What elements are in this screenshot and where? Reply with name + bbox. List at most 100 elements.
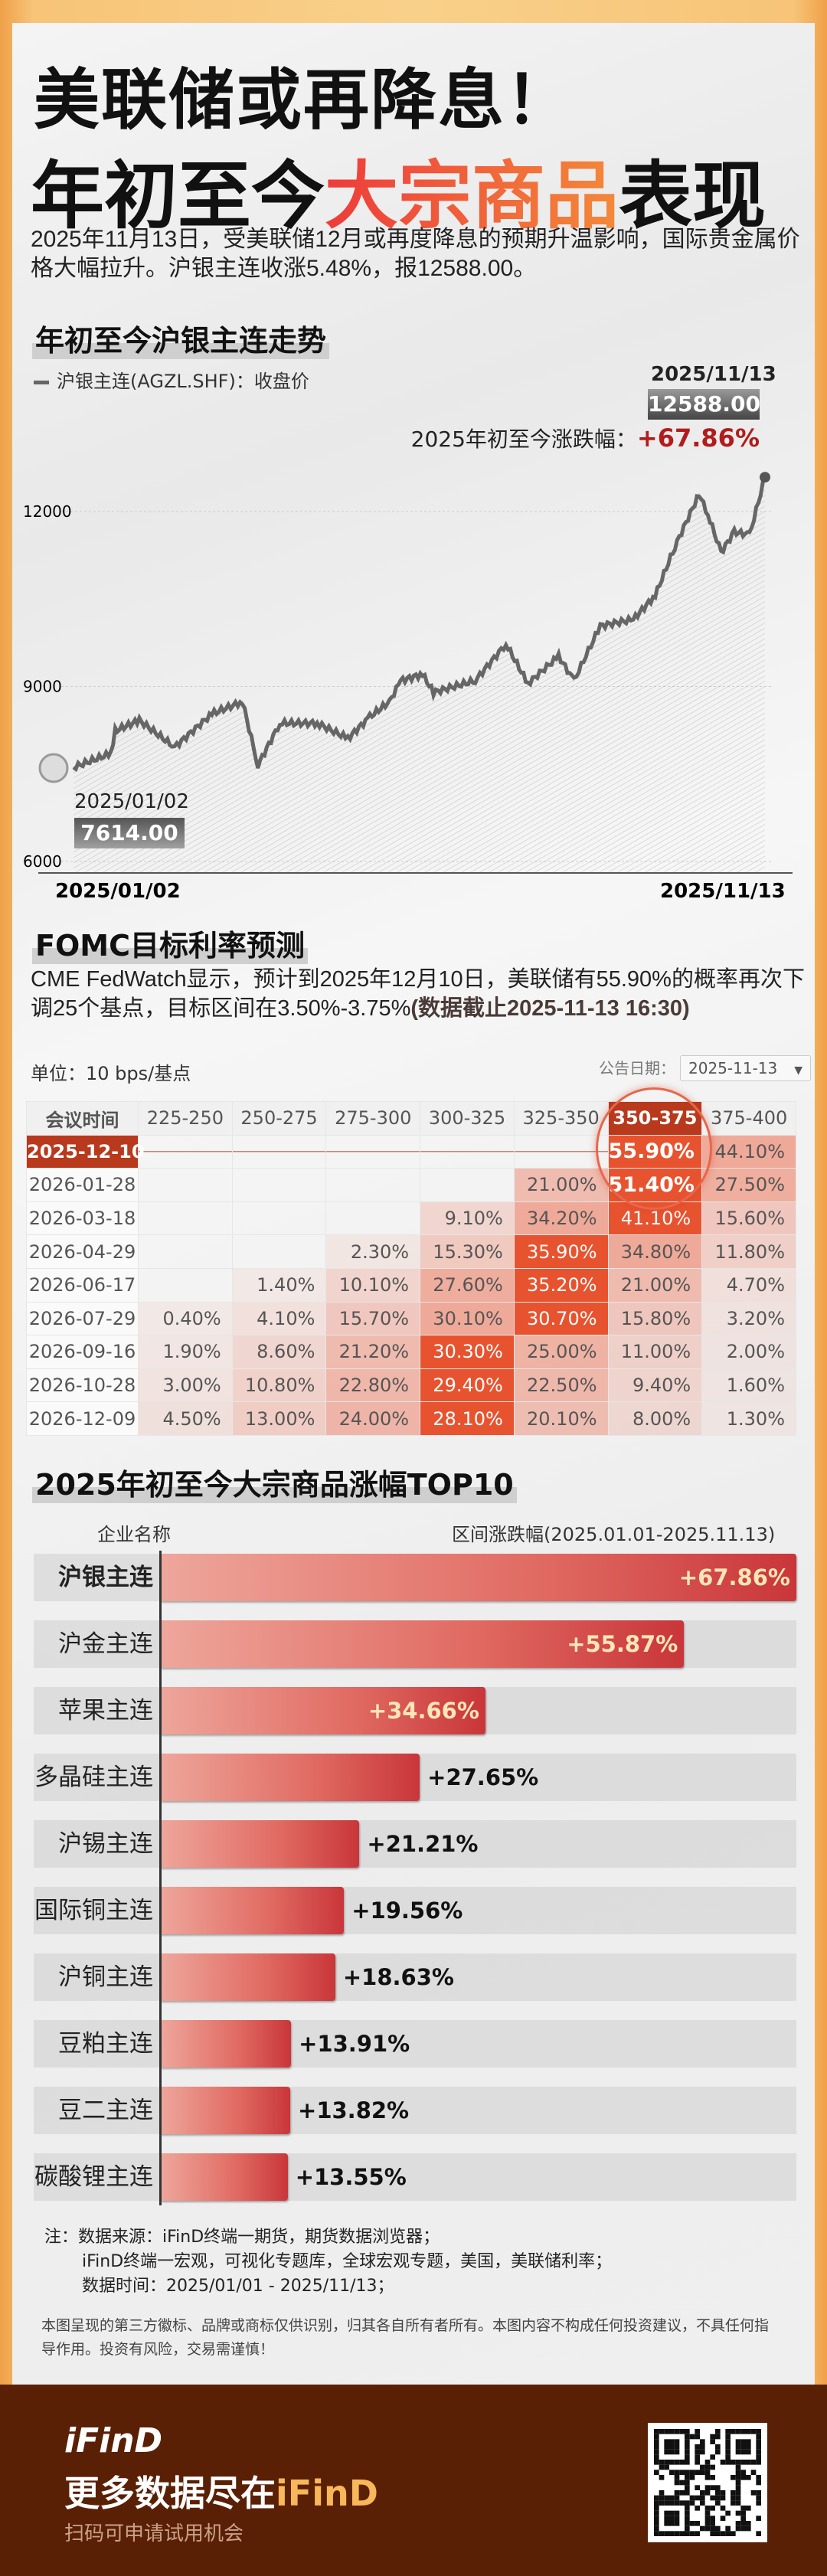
bar-value-label: +19.56% [351, 1898, 463, 1924]
probability-cell [420, 1134, 515, 1169]
column-header: 325-350 [513, 1101, 609, 1136]
bar-value-label: +13.82% [298, 2097, 410, 2123]
probability-cell: 30.30% [420, 1335, 515, 1369]
probability-cell: 11.80% [701, 1234, 796, 1269]
probability-cell: 9.10% [420, 1201, 515, 1236]
data-point [369, 716, 371, 718]
commodity-name: 沪银主连 [58, 1564, 153, 1591]
chevron-down-icon: ▼ [794, 1064, 803, 1077]
bar-value-label: +34.66% [368, 1698, 479, 1724]
probability-cell: 44.10% [701, 1134, 796, 1169]
meeting-date-cell: 2026-09-16 [26, 1335, 139, 1369]
meeting-date-cell: 2025-12-10 [26, 1134, 145, 1169]
start-date-label: 2025/01/02 [74, 790, 189, 813]
data-point [400, 680, 401, 682]
probability-cell: 29.40% [420, 1368, 515, 1403]
probability-cell: 21.20% [325, 1335, 421, 1369]
top10-heading: 2025年初至今大宗商品涨幅TOP10 [32, 1461, 517, 1503]
probability-cell: 20.10% [513, 1401, 609, 1436]
unit-label: 单位：10 bps/基点 [31, 1063, 191, 1084]
data-point [139, 720, 140, 721]
probability-cell [231, 1134, 327, 1169]
x-tick-label: 2025/11/13 [660, 880, 786, 903]
table-row: 2026-03-18 9.10% 34.20% 41.10% 15.60% [26, 1201, 796, 1236]
silver-line-chart: 6000 9000 12000 2025/01/02 2025/11/13 [23, 472, 793, 903]
y-tick-label: 9000 [23, 678, 62, 696]
fomc-heading: FOMC目标利率预测 [32, 922, 308, 964]
probability-cell [420, 1168, 515, 1202]
probability-cell [325, 1168, 421, 1202]
table-row: 2026-10-28 3.00% 10.80% 22.80% 29.40% 22.50% 9… [26, 1368, 796, 1403]
data-point [422, 674, 423, 675]
data-point [316, 722, 318, 724]
data-point [257, 764, 259, 766]
probability-cell: 15.70% [325, 1301, 421, 1336]
commodity-name: 沪铜主连 [58, 1963, 153, 1991]
bar [161, 1754, 420, 1801]
probability-cell: 3.20% [701, 1301, 796, 1336]
data-point [698, 493, 700, 495]
probability-cell: 25.00% [513, 1335, 609, 1369]
bar [161, 1953, 335, 2001]
title-highlight: 大宗商品 [325, 153, 619, 239]
start-point-marker-icon [38, 753, 69, 783]
probability-cell: 30.70% [513, 1301, 609, 1336]
probability-cell: 13.00% [231, 1401, 327, 1436]
probability-cell: 35.90% [513, 1234, 609, 1269]
bar [161, 2153, 288, 2201]
footer-subtext: 扫码可申请试用机会 [64, 2522, 244, 2545]
note-line: iFinD终端一宏观，可视化专题库，全球宏观专题，美国，美联储利率； [82, 2252, 613, 2271]
probability-cell: 34.20% [513, 1201, 609, 1236]
probability-cell: 1.30% [701, 1401, 796, 1436]
probability-cell: 35.20% [513, 1267, 609, 1303]
meeting-date-cell: 2026-10-28 [26, 1368, 139, 1403]
bar-value-label: +27.65% [427, 1764, 539, 1790]
page-title-line1: 美联储或再降息！ [34, 62, 573, 139]
start-value-badge: 7614.00 [74, 818, 185, 848]
probability-cell: 27.50% [701, 1168, 796, 1202]
probability-cell: 15.80% [607, 1301, 703, 1336]
commodity-name: 国际铜主连 [34, 1897, 153, 1924]
end-point-marker [760, 472, 770, 483]
table-row: 2026-12-09 4.50% 13.00% 24.00% 28.10% 20.10% 8… [26, 1401, 796, 1436]
meeting-date-cell: 2026-07-29 [26, 1301, 139, 1336]
data-point [433, 691, 434, 693]
notes: 注：数据来源：iFinD终端一期货，期货数据浏览器； iFinD终端一宏观，可视… [44, 2225, 612, 2299]
column-header: 250-275 [231, 1101, 327, 1136]
bar [161, 1687, 485, 1734]
probability-cell: 1.90% [138, 1335, 233, 1369]
value-column-header: 区间涨跌幅(2025.01.01-2025.11.13) [452, 1524, 776, 1545]
bar-axis-line [159, 1551, 162, 2205]
qr-code[interactable] [648, 2423, 767, 2542]
bar-value-label: +13.55% [295, 2164, 407, 2190]
probability-cell: 4.50% [138, 1401, 233, 1436]
publish-date: 公告日期： 2025-11-13 ▼ [599, 1055, 812, 1081]
probability-cell: 8.00% [607, 1401, 703, 1436]
column-header: 300-325 [420, 1101, 515, 1136]
bar-value-label: +18.63% [342, 1964, 454, 1990]
probability-cell: 10.80% [231, 1368, 327, 1403]
publish-date-select[interactable]: 2025-11-13 ▼ [680, 1055, 812, 1081]
probability-cell: 34.80% [607, 1234, 703, 1269]
data-point [558, 655, 560, 657]
probability-cell: 8.60% [231, 1335, 327, 1369]
column-header: 225-250 [138, 1101, 233, 1136]
meeting-date-cell: 2026-01-28 [26, 1168, 139, 1202]
data-point [389, 701, 391, 702]
data-point [749, 534, 750, 535]
end-value-badge: 12588.00 [648, 389, 760, 420]
commodity-name: 沪金主连 [58, 1630, 153, 1658]
bar [161, 1554, 796, 1601]
table-row: 2026-09-16 1.90% 8.60% 21.20% 30.30% 25.00% 11… [26, 1335, 796, 1369]
intro-paragraph: 2025年11月13日，受美联储12月或再度降息的预期升温影响，国际贵金属价格大… [31, 227, 800, 281]
commodity-name: 豆二主连 [58, 2097, 153, 2124]
chart-legend: 沪银主连(AGZL.SHF)：收盘价 [34, 366, 309, 393]
probability-cell: 21.00% [513, 1168, 609, 1202]
data-point [279, 722, 280, 724]
column-header: 会议时间 [26, 1101, 139, 1136]
probability-cell [138, 1168, 233, 1202]
highlight-circle [596, 1087, 712, 1210]
commodity-name: 多晶硅主连 [34, 1764, 153, 1791]
bar [161, 1620, 685, 1668]
probability-cell [231, 1234, 327, 1269]
